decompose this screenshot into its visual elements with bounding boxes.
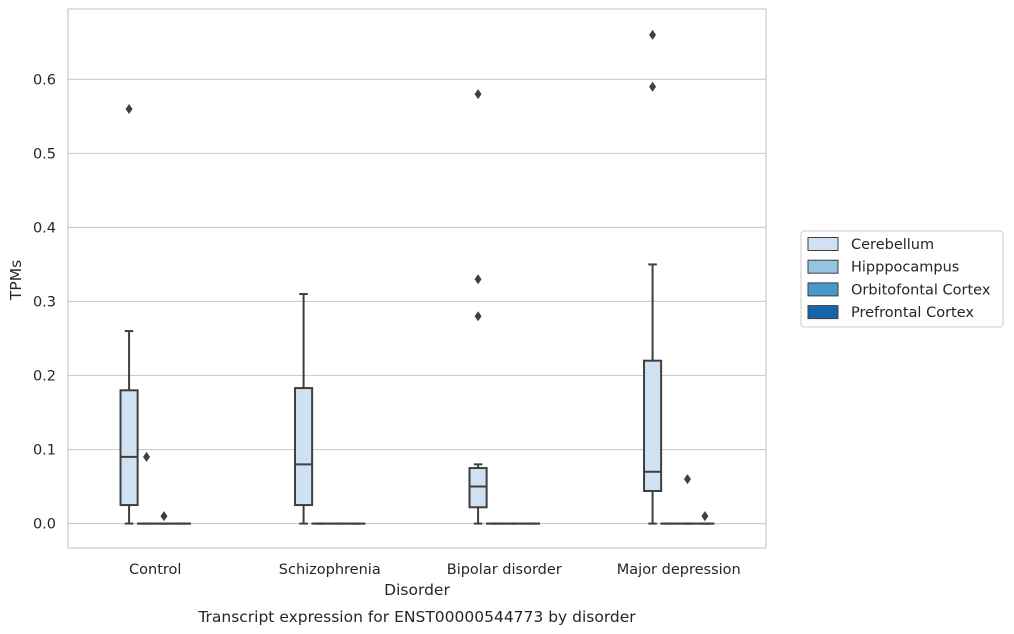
legend-label: Orbitofontal Cortex — [851, 282, 991, 298]
box-prefrontal-cortex — [695, 511, 715, 525]
legend-label: Cerebellum — [851, 237, 934, 253]
outlier-point — [683, 474, 691, 485]
y-tick-label: 0.4 — [33, 220, 56, 236]
x-tick-label: Bipolar disorder — [447, 562, 562, 578]
x-axis-ticks: Control Schizophrenia Bipolar disorder Majo… — [129, 562, 741, 578]
y-axis-ticks: 0.0 0.1 0.2 0.3 0.4 0.5 0.6 — [33, 72, 56, 532]
box-body — [119, 389, 139, 507]
box-hipppocampus — [136, 451, 157, 525]
legend: Cerebellum Hipppocampus Orbitofontal Corte… — [800, 230, 1004, 328]
legend-label: Prefrontal Cortex — [851, 305, 974, 321]
box-series — [119, 29, 715, 525]
box-cerebellum — [468, 89, 488, 525]
x-tick-label: Schizophrenia — [279, 562, 381, 578]
grid-lines — [68, 78, 766, 525]
outlier-point — [474, 89, 482, 100]
box-orbitofontal-cortex — [677, 474, 698, 525]
legend-swatch — [807, 259, 839, 274]
outlier-point — [160, 511, 168, 522]
legend-swatch — [807, 282, 839, 297]
box-body — [294, 387, 314, 507]
legend-frame — [800, 230, 1004, 328]
y-axis-title: TPMs — [7, 260, 25, 301]
x-tick-label: Control — [129, 562, 181, 578]
y-tick-label: 0.1 — [33, 443, 56, 459]
outlier-point — [125, 103, 133, 114]
box-body — [468, 467, 488, 509]
y-tick-label: 0.6 — [33, 72, 56, 88]
y-tick-label: 0.0 — [33, 517, 56, 533]
x-axis-title: Disorder — [384, 581, 450, 599]
y-tick-label: 0.3 — [33, 294, 56, 310]
box-orbitofontal-cortex — [154, 511, 174, 525]
outlier-point — [474, 311, 482, 322]
outlier-point — [649, 29, 657, 40]
y-tick-label: 0.2 — [33, 368, 56, 384]
y-tick-label: 0.5 — [33, 146, 56, 162]
box-cerebellum — [294, 293, 314, 525]
outlier-point — [474, 274, 482, 285]
legend-label: Hipppocampus — [851, 260, 959, 276]
legend-swatch — [807, 305, 839, 320]
box-cerebellum — [119, 103, 139, 525]
x-tick-label: Major depression — [617, 562, 741, 578]
box-cerebellum — [643, 29, 663, 525]
legend-swatch — [807, 237, 839, 251]
outlier-point — [649, 81, 657, 92]
plot-frame — [67, 8, 767, 549]
box-body — [643, 359, 663, 492]
outlier-point — [143, 451, 151, 462]
chart-caption: Transcript expression for ENST0000054477… — [197, 608, 636, 626]
outlier-point — [701, 511, 709, 522]
